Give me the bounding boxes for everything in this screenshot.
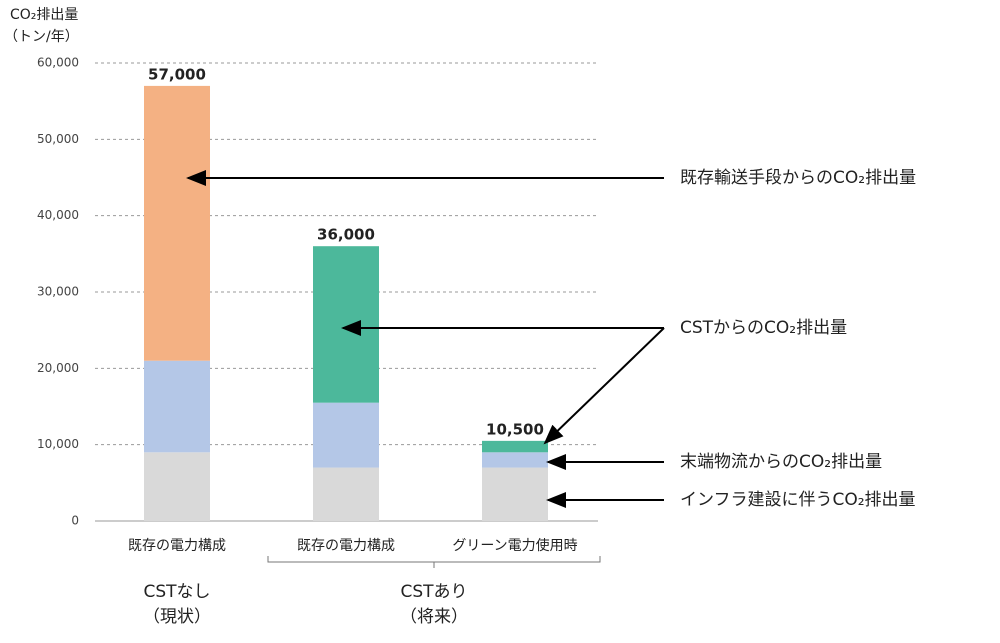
y-axis-label: CO₂排出量	[10, 7, 78, 23]
bar-segment	[482, 467, 548, 521]
y-tick-label: 30,000	[37, 285, 79, 299]
bar-segment	[313, 246, 379, 403]
bar-segment	[144, 85, 210, 361]
bar-segment	[144, 360, 210, 453]
y-tick-label: 0	[71, 514, 79, 528]
total-label: 36,000	[317, 226, 375, 244]
group-label: （将来）	[400, 607, 468, 627]
x-tick-label: 既存の電力構成	[128, 538, 226, 554]
group-label: CSTなし	[143, 582, 210, 602]
arrow	[543, 327, 665, 445]
y-tick-label: 50,000	[37, 132, 79, 146]
legend-label: インフラ建設に伴うCO₂排出量	[680, 490, 916, 510]
bar-segment	[144, 452, 210, 521]
y-tick-label: 60,000	[37, 56, 79, 70]
bar-segment	[482, 440, 548, 453]
group-label: CSTあり	[400, 582, 467, 602]
y-tick-label: 40,000	[37, 208, 79, 222]
bar-segment	[313, 467, 379, 521]
bar-segment	[313, 402, 379, 468]
total-label: 57,000	[148, 65, 206, 83]
total-label: 10,500	[486, 420, 544, 438]
y-tick-label: 20,000	[37, 361, 79, 375]
y-tick-label: 10,000	[37, 437, 79, 451]
legend-label: CSTからのCO₂排出量	[680, 318, 847, 338]
group-bracket	[267, 556, 601, 568]
bar-segment	[482, 452, 548, 468]
legend-label: 末端物流からのCO₂排出量	[680, 452, 882, 472]
legend-label: 既存輸送手段からのCO₂排出量	[680, 168, 916, 188]
group-label: （現状）	[143, 607, 211, 627]
y-axis-label: （トン/年）	[4, 29, 79, 45]
x-tick-label: 既存の電力構成	[297, 538, 395, 554]
x-tick-label: グリーン電力使用時	[452, 537, 577, 554]
